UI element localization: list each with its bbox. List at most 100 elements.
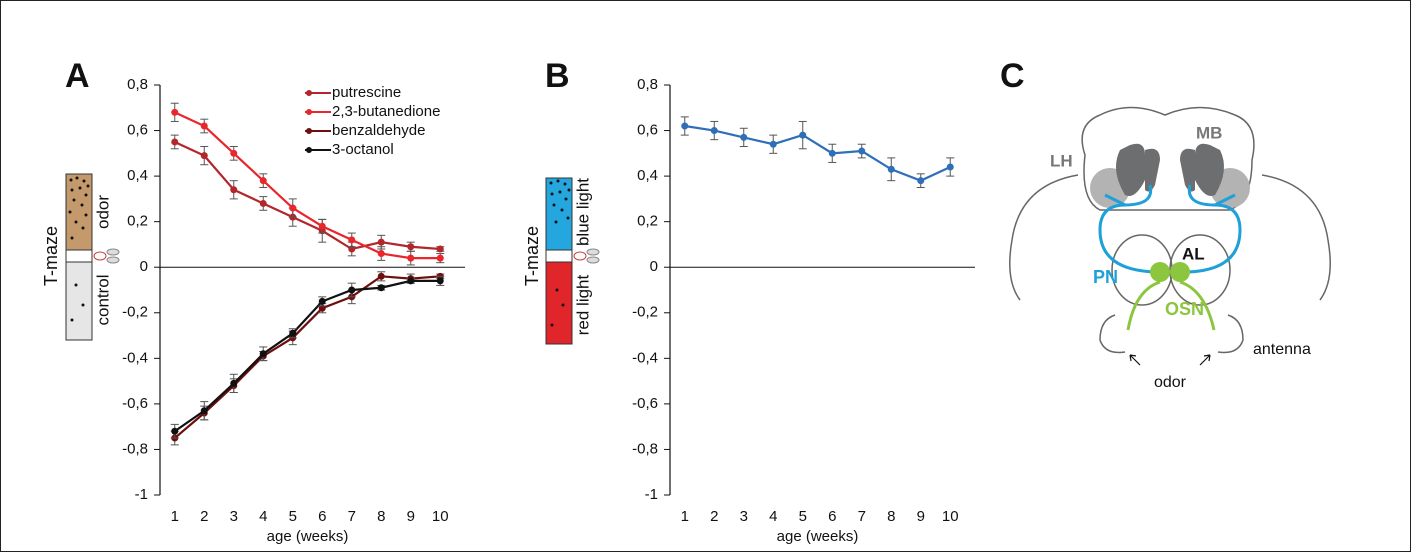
point: [230, 149, 238, 157]
osn-right: [1170, 262, 1190, 282]
tmaze-bottom-label: control: [93, 274, 112, 325]
fly-wing: [106, 248, 120, 256]
y-tick-label: -1: [135, 486, 148, 503]
y-tick-label: 0,8: [637, 76, 658, 93]
junction: [65, 249, 93, 263]
legend-marker: [306, 109, 312, 115]
y-tick-label: 0,6: [637, 122, 658, 139]
lh-label: LH: [1050, 151, 1073, 170]
point: [171, 138, 179, 146]
point: [318, 222, 326, 230]
x-tick-label: 6: [828, 508, 836, 525]
x-tick-label: 4: [259, 508, 267, 525]
point: [407, 243, 415, 251]
y-tick-label: -0,8: [632, 440, 658, 457]
point: [377, 238, 385, 246]
x-tick-label: 2: [710, 508, 718, 525]
point: [887, 165, 895, 173]
legend-marker: [306, 128, 312, 134]
odor-label: odor: [1154, 374, 1187, 391]
y-tick-label: -1: [645, 486, 658, 503]
x-tick-label: 2: [200, 508, 208, 525]
flies: [549, 179, 571, 327]
panel-label: A: [65, 57, 90, 95]
point: [858, 147, 866, 155]
point: [377, 284, 385, 292]
brain-outline: [1009, 174, 1079, 301]
mb-left: [1116, 143, 1160, 196]
x-tick-label: 5: [289, 508, 297, 525]
point: [230, 379, 238, 387]
point: [289, 204, 297, 212]
x-tick-label: 3: [740, 508, 748, 525]
point: [436, 245, 444, 253]
fly-wing: [106, 256, 120, 264]
y-tick-label: 0,6: [127, 122, 148, 139]
x-tick-label: 6: [318, 508, 326, 525]
fly-icon: [93, 251, 107, 261]
y-tick-label: 0: [650, 258, 658, 275]
tmaze-title: T-maze: [41, 226, 61, 286]
x-tick-label: 10: [942, 508, 959, 525]
pn-label: PN: [1093, 267, 1118, 287]
point: [799, 131, 807, 139]
y-tick-label: 0,4: [637, 167, 658, 184]
series-line: [174, 275, 441, 439]
control-arm: [65, 261, 93, 341]
osn-axon: [1179, 280, 1216, 331]
al-label: AL: [1182, 244, 1205, 263]
y-tick-label: 0,4: [127, 167, 148, 184]
point: [436, 254, 444, 262]
x-tick-label: 1: [171, 508, 179, 525]
point: [946, 163, 954, 171]
y-tick-label: 0,2: [637, 213, 658, 230]
point: [318, 297, 326, 305]
x-tick-label: 8: [377, 508, 385, 525]
point: [769, 140, 777, 148]
tmaze-bottom-label: red light: [573, 274, 592, 335]
point: [230, 186, 238, 194]
y-tick-label: -0,8: [122, 440, 148, 457]
y-tick-label: 0: [140, 258, 148, 275]
series-line: [174, 279, 441, 433]
flies: [68, 176, 90, 322]
point: [377, 272, 385, 280]
series-line: [174, 111, 441, 260]
series-line: [174, 140, 441, 251]
pn-right: [1187, 184, 1242, 274]
point: [259, 177, 267, 185]
panel-label: C: [1000, 57, 1025, 95]
point: [348, 245, 356, 253]
tmaze-top-label: odor: [93, 195, 112, 229]
x-tick-label: 9: [917, 508, 925, 525]
fly-icon: [573, 251, 587, 261]
point: [171, 108, 179, 116]
legend-label: benzaldehyde: [332, 122, 425, 139]
antenna-right: [1217, 314, 1244, 354]
legend-label: putrescine: [332, 84, 401, 101]
arrow: [1199, 354, 1211, 366]
fly-wing: [586, 256, 600, 264]
x-tick-label: 3: [230, 508, 238, 525]
brain-diagram: [1009, 106, 1331, 366]
mb-label: MB: [1196, 123, 1222, 142]
point: [200, 407, 208, 415]
junction: [545, 249, 573, 263]
point: [200, 122, 208, 130]
fly-wing: [586, 248, 600, 256]
mb-right: [1180, 143, 1224, 196]
point: [436, 277, 444, 285]
point: [407, 254, 415, 262]
point: [828, 149, 836, 157]
point: [259, 350, 267, 358]
point: [200, 152, 208, 160]
x-tick-label: 1: [681, 508, 689, 525]
point: [259, 199, 267, 207]
x-axis-label: age (weeks): [777, 528, 859, 545]
legend-marker: [306, 90, 312, 96]
legend-label: 3-octanol: [332, 141, 394, 158]
y-tick-label: 0,8: [127, 76, 148, 93]
point: [377, 250, 385, 258]
